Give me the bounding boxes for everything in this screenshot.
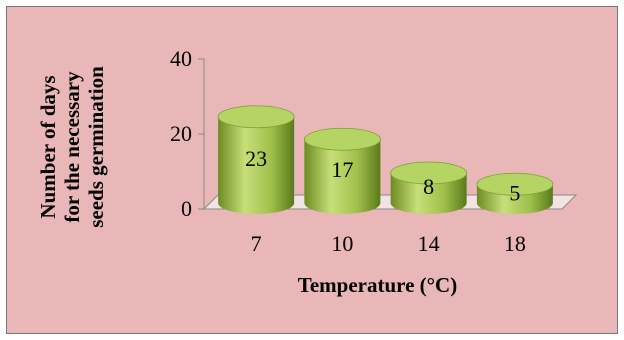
bar-top: [476, 172, 554, 196]
x-axis-title: Temperature (°C): [298, 273, 457, 297]
data-label: 8: [423, 174, 434, 199]
y-axis-title-line: seeds germination: [84, 66, 108, 228]
y-tick-label: 20: [170, 121, 192, 146]
data-label: 5: [509, 180, 520, 205]
data-label: 23: [245, 146, 267, 171]
y-axis: 0 20 40: [170, 46, 205, 221]
bar-14: 8: [390, 161, 468, 214]
bar-top: [217, 105, 295, 129]
bar-top: [390, 161, 468, 185]
bar-body: [304, 139, 381, 214]
bar-top: [303, 127, 381, 151]
bars: 23 17 8 5: [217, 105, 554, 214]
bar-7: 23: [217, 105, 295, 214]
chart-panel: 0 20 40 23 17 8 5 7 10 14 18 Temperature (°C) Nu…: [6, 6, 618, 334]
y-axis-title: Number of daysfor the necessaryseeds ger…: [36, 66, 108, 228]
data-label: 17: [331, 157, 353, 182]
y-axis-title-line: for the necessary: [60, 71, 84, 223]
bar-18: 5: [476, 172, 554, 214]
y-tick-label: 40: [170, 46, 192, 71]
x-tick-label: 7: [251, 231, 262, 256]
bar-10: 17: [303, 127, 381, 214]
y-axis-title-line: Number of days: [36, 75, 60, 218]
bar-body: [218, 116, 295, 214]
x-tick-label: 18: [504, 231, 526, 256]
x-tick-label: 10: [331, 231, 353, 256]
x-tick-labels: 7 10 14 18: [251, 231, 526, 256]
y-tick-label: 0: [181, 196, 192, 221]
bar-body: [390, 173, 467, 214]
bar-chart: 0 20 40 23 17 8 5 7 10 14 18 Temperature (°C) Nu…: [36, 46, 578, 297]
x-tick-label: 14: [418, 231, 440, 256]
